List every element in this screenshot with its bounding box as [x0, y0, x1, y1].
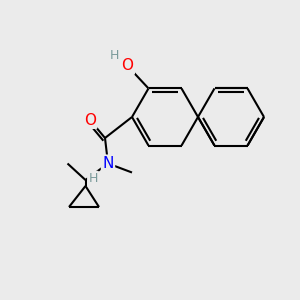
- Text: H: H: [88, 172, 98, 185]
- Text: O: O: [84, 112, 96, 128]
- Text: N: N: [102, 156, 114, 171]
- Text: O: O: [122, 58, 134, 74]
- Text: H: H: [109, 49, 119, 62]
